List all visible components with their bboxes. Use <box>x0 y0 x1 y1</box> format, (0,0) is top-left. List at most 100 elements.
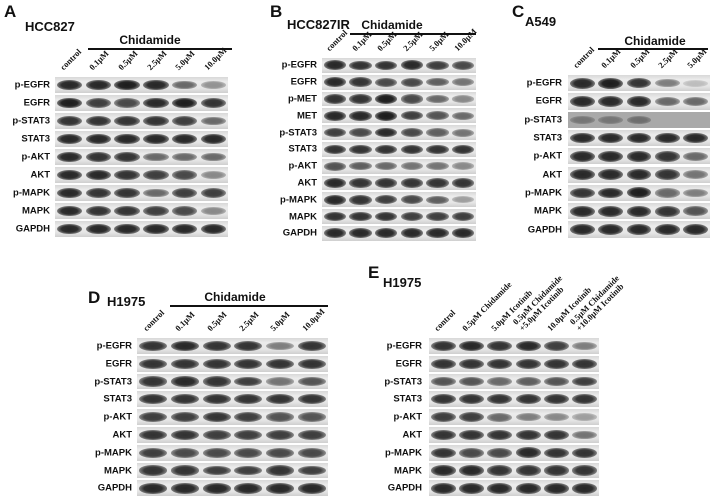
protein-band <box>426 195 449 205</box>
protein-band <box>572 447 598 458</box>
protein-band <box>200 97 227 109</box>
protein-band <box>170 412 199 423</box>
protein-band <box>569 169 595 181</box>
protein-band <box>544 394 569 405</box>
blot-row <box>55 77 228 93</box>
protein-band <box>298 340 327 351</box>
protein-band <box>172 115 198 127</box>
blot-row <box>568 203 710 220</box>
protein-band <box>170 465 199 476</box>
protein-band <box>143 97 169 109</box>
protein-band <box>572 465 598 476</box>
protein-band <box>374 195 398 205</box>
protein-band <box>400 94 424 104</box>
protein-band <box>515 483 541 494</box>
lane-label: control <box>570 44 597 70</box>
protein-band <box>430 412 456 423</box>
protein-band <box>85 205 111 217</box>
protein-band <box>544 429 569 440</box>
treatment-bracket-line <box>598 48 708 50</box>
protein-band <box>569 96 595 107</box>
row-label: p-STAT3 <box>94 376 132 387</box>
blot-row <box>322 175 476 191</box>
protein-band <box>487 394 513 405</box>
protein-band <box>426 111 449 121</box>
blot-row <box>568 184 710 202</box>
protein-band <box>374 144 398 155</box>
protein-band <box>654 78 680 88</box>
row-label: AKT <box>542 169 562 181</box>
protein-band <box>426 77 449 87</box>
protein-band <box>598 115 624 124</box>
protein-band <box>515 412 541 422</box>
protein-band <box>298 465 327 476</box>
protein-band <box>515 465 541 476</box>
row-label: p-AKT <box>393 411 423 423</box>
protein-band <box>114 205 140 217</box>
row-label: p-STAT3 <box>279 127 317 139</box>
protein-band <box>200 206 227 216</box>
protein-band <box>298 394 327 405</box>
protein-band <box>234 376 263 387</box>
protein-band <box>459 429 484 440</box>
protein-band <box>349 94 372 104</box>
row-label: p-AKT <box>533 150 563 162</box>
lane-label: control <box>323 27 350 53</box>
protein-band <box>400 162 424 171</box>
protein-band <box>515 447 541 458</box>
cell-line-title: H1975 <box>107 294 146 309</box>
protein-band <box>143 152 169 162</box>
row-label: EGFR <box>535 95 562 107</box>
protein-band <box>374 60 398 71</box>
lane-label: 2.5μM <box>656 46 680 70</box>
protein-band <box>451 228 475 239</box>
protein-band <box>85 97 111 109</box>
blot-row <box>55 131 228 147</box>
protein-band <box>487 340 513 351</box>
panel-letter: C <box>512 2 525 21</box>
protein-band <box>143 133 169 145</box>
protein-band <box>487 358 513 369</box>
protein-band <box>170 376 199 387</box>
protein-band <box>298 376 327 387</box>
protein-band <box>172 187 198 199</box>
protein-band <box>451 196 475 204</box>
protein-band <box>430 465 456 476</box>
protein-band <box>374 228 398 239</box>
protein-band <box>544 447 569 458</box>
row-label: MAPK <box>289 211 317 223</box>
protein-band <box>200 223 227 235</box>
protein-band <box>626 150 652 162</box>
protein-band <box>202 411 231 423</box>
protein-band <box>400 128 424 138</box>
protein-band <box>683 151 709 161</box>
protein-band <box>544 358 569 369</box>
protein-band <box>349 110 372 121</box>
row-label: GAPDH <box>15 223 50 235</box>
lane-label: 0.5μM <box>204 309 229 333</box>
protein-band <box>426 128 449 137</box>
row-label: MAPK <box>394 465 422 476</box>
protein-band <box>200 152 227 162</box>
protein-band <box>459 394 484 405</box>
protein-band <box>234 412 263 423</box>
protein-band <box>200 116 227 126</box>
protein-band <box>426 94 449 104</box>
lane-label: 10.0μM <box>452 26 479 53</box>
protein-band <box>451 211 475 222</box>
protein-band <box>349 178 372 188</box>
protein-band <box>323 110 347 121</box>
cell-line-title: H1975 <box>383 275 422 290</box>
protein-band <box>170 483 199 494</box>
row-label: p-MET <box>287 93 317 105</box>
protein-band <box>172 223 198 235</box>
protein-band <box>349 128 372 138</box>
lane-label: 0.5μM Chidamide <box>460 279 514 333</box>
protein-band <box>266 429 295 440</box>
protein-band <box>349 161 372 171</box>
protein-band <box>170 429 199 440</box>
protein-band <box>138 447 167 458</box>
protein-band <box>143 223 169 235</box>
protein-band <box>426 211 449 222</box>
protein-band <box>654 96 680 106</box>
